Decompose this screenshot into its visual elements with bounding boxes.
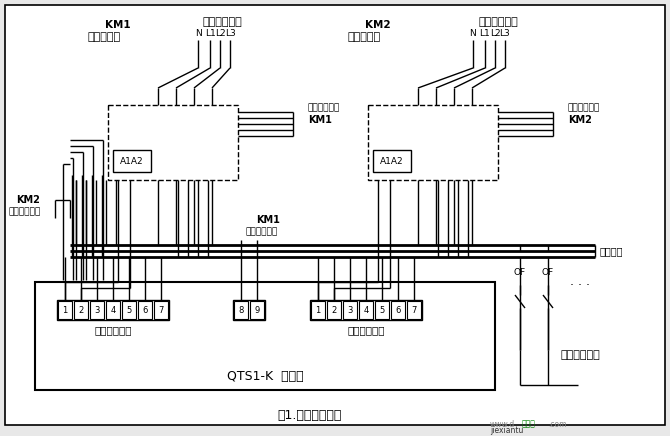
Text: 常用电源插口: 常用电源插口 xyxy=(347,325,385,335)
Text: KM2: KM2 xyxy=(365,20,391,30)
Text: N: N xyxy=(194,30,202,38)
Text: 9: 9 xyxy=(255,306,260,314)
Text: 接触器线圈: 接触器线圈 xyxy=(88,32,121,42)
Text: 备用电源输入: 备用电源输入 xyxy=(202,17,242,27)
Text: KM1: KM1 xyxy=(256,215,280,225)
Bar xyxy=(57,300,169,320)
Text: OF: OF xyxy=(514,268,526,276)
Text: L1: L1 xyxy=(204,30,215,38)
Text: 消防用电负荷: 消防用电负荷 xyxy=(560,350,600,360)
Text: .com: .com xyxy=(548,419,567,429)
Text: 图1.控制器接线图: 图1.控制器接线图 xyxy=(278,409,342,422)
Text: 4: 4 xyxy=(111,306,116,314)
Text: L2: L2 xyxy=(490,30,500,38)
Bar xyxy=(106,301,120,319)
Bar xyxy=(327,301,341,319)
Text: 7: 7 xyxy=(411,306,417,314)
Text: 常开辅助触点: 常开辅助触点 xyxy=(568,103,600,112)
Text: 1: 1 xyxy=(62,306,68,314)
Bar xyxy=(58,301,72,319)
Text: 6: 6 xyxy=(142,306,147,314)
Text: L2: L2 xyxy=(214,30,225,38)
Bar xyxy=(250,301,264,319)
Text: 4: 4 xyxy=(363,306,369,314)
Text: 常用电源输入: 常用电源输入 xyxy=(478,17,518,27)
Bar xyxy=(154,301,168,319)
Bar xyxy=(368,105,498,180)
Text: 常开辅助触点: 常开辅助触点 xyxy=(308,103,340,112)
Bar xyxy=(138,301,152,319)
Text: 备用电源插口: 备用电源插口 xyxy=(94,325,132,335)
Text: 8: 8 xyxy=(239,306,244,314)
Text: 常闭辅助触点: 常闭辅助触点 xyxy=(9,208,41,217)
Bar xyxy=(310,300,422,320)
Bar xyxy=(90,301,104,319)
Text: KM2: KM2 xyxy=(568,115,592,125)
Text: 6: 6 xyxy=(395,306,401,314)
Bar xyxy=(373,150,411,172)
Text: KM1: KM1 xyxy=(105,20,131,30)
Text: 1: 1 xyxy=(316,306,321,314)
Text: 常闭辅助触点: 常闭辅助触点 xyxy=(246,228,278,236)
Text: 2: 2 xyxy=(78,306,84,314)
Bar xyxy=(74,301,88,319)
Text: 配电母线: 配电母线 xyxy=(600,246,624,256)
Bar xyxy=(343,301,357,319)
Text: OF: OF xyxy=(542,268,554,276)
Text: A1A2: A1A2 xyxy=(120,157,144,166)
Bar xyxy=(311,301,325,319)
Text: 接线图: 接线图 xyxy=(522,419,536,429)
Text: 接触器线圈: 接触器线圈 xyxy=(348,32,381,42)
Text: L3: L3 xyxy=(500,30,511,38)
Bar xyxy=(359,301,373,319)
Text: 5: 5 xyxy=(379,306,385,314)
Bar xyxy=(234,301,248,319)
Text: A1A2: A1A2 xyxy=(380,157,404,166)
Bar xyxy=(391,301,405,319)
Text: KM2: KM2 xyxy=(16,195,40,205)
Text: · · ·: · · · xyxy=(570,279,590,292)
Text: QTS1-K  控制器: QTS1-K 控制器 xyxy=(226,369,304,382)
Text: N: N xyxy=(470,30,476,38)
Bar xyxy=(35,282,495,390)
Bar xyxy=(375,301,389,319)
Text: 2: 2 xyxy=(332,306,336,314)
Text: 7: 7 xyxy=(158,306,163,314)
Text: 3: 3 xyxy=(347,306,352,314)
Text: L3: L3 xyxy=(224,30,235,38)
Bar xyxy=(407,301,421,319)
Bar xyxy=(233,300,265,320)
Bar xyxy=(113,150,151,172)
Text: www.d: www.d xyxy=(490,419,515,429)
Text: jiexiantu: jiexiantu xyxy=(490,426,523,435)
Text: 3: 3 xyxy=(94,306,100,314)
Text: KM1: KM1 xyxy=(308,115,332,125)
Text: L1: L1 xyxy=(480,30,490,38)
Bar xyxy=(122,301,136,319)
Text: 5: 5 xyxy=(127,306,131,314)
Bar xyxy=(108,105,238,180)
